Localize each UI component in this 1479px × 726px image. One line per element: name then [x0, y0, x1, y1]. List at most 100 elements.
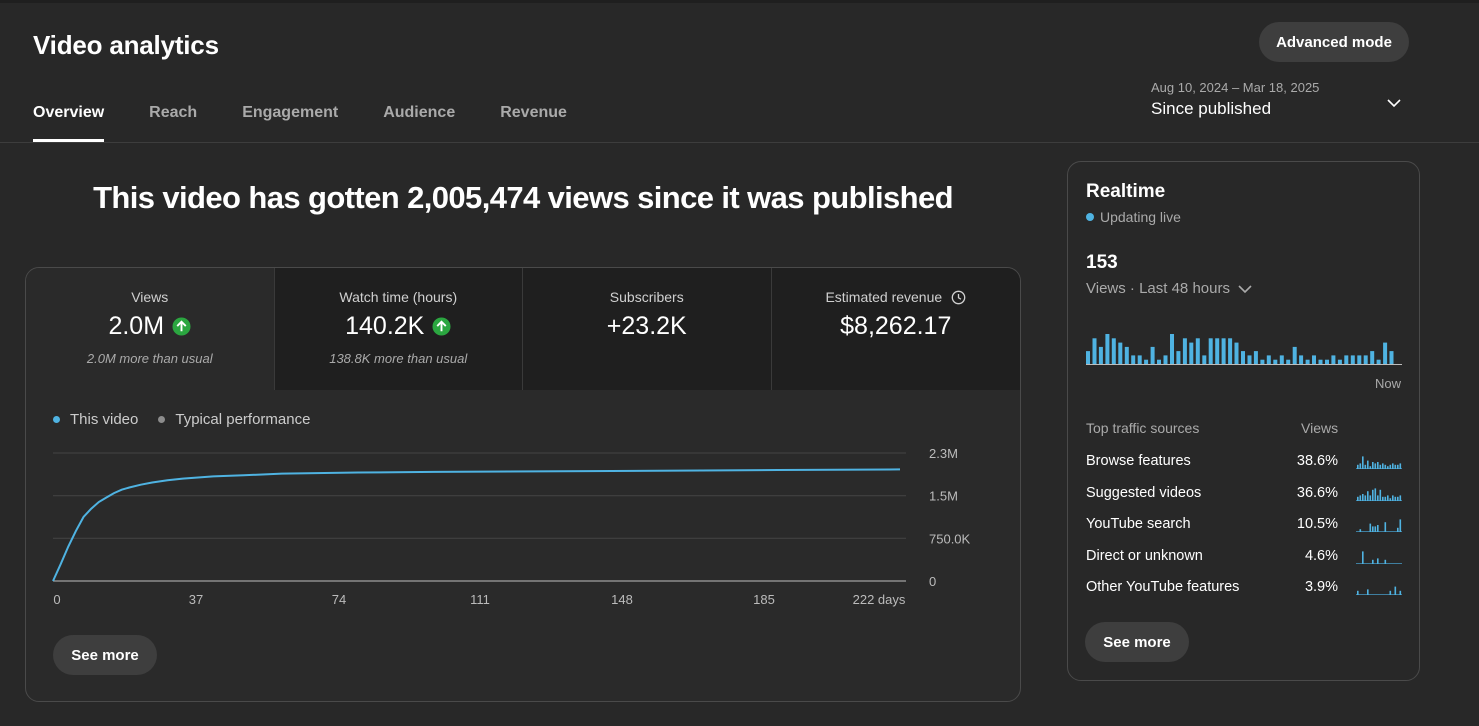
realtime-bar	[1266, 355, 1271, 364]
sparkline-bar	[1389, 464, 1392, 469]
tab-overview[interactable]: Overview	[33, 104, 105, 142]
x-tick-label: 0	[53, 592, 60, 607]
sparkline-bar	[1372, 489, 1374, 501]
realtime-bar	[1253, 351, 1258, 364]
traffic-source-row[interactable]: YouTube search 10.5%	[1086, 516, 1404, 536]
traffic-source-percent: 4.6%	[1304, 548, 1338, 564]
realtime-view-count: 153	[1086, 252, 1118, 273]
realtime-bar	[1092, 338, 1097, 364]
realtime-bar	[1221, 338, 1226, 364]
traffic-source-row[interactable]: Suggested videos 36.6%	[1086, 485, 1404, 505]
x-tick-label: 74	[332, 592, 346, 607]
realtime-bar	[1176, 351, 1181, 364]
see-more-button[interactable]: See more	[53, 635, 157, 675]
metric-subscribers[interactable]: Subscribers +23.2K	[523, 268, 772, 390]
realtime-bar	[1357, 355, 1362, 364]
traffic-source-sparkline	[1356, 551, 1402, 564]
sparkline-bar	[1389, 590, 1392, 595]
tab-reach[interactable]: Reach	[149, 104, 198, 121]
realtime-bar	[1389, 351, 1394, 364]
clock-icon	[951, 290, 966, 305]
sparkline-bar	[1382, 463, 1384, 469]
sparkline-bar	[1387, 466, 1389, 469]
traffic-source-sparkline	[1356, 519, 1402, 532]
tab-engagement[interactable]: Engagement	[242, 104, 339, 121]
realtime-bar	[1247, 355, 1252, 364]
realtime-bar	[1098, 346, 1103, 364]
metric-views[interactable]: Views 2.0M 2.0M more than usual	[26, 268, 275, 390]
realtime-bar	[1131, 355, 1136, 364]
traffic-sources-header: Top traffic sources Views	[1086, 420, 1402, 436]
realtime-bar	[1292, 346, 1297, 364]
sparkline-bar	[1357, 496, 1359, 501]
realtime-bar	[1189, 342, 1194, 364]
sparkline-bar	[1382, 496, 1384, 501]
metric-watch-time[interactable]: Watch time (hours) 140.2K 138.8K more th…	[274, 268, 523, 390]
sparkline-bar	[1362, 456, 1364, 469]
traffic-source-sparkline	[1356, 488, 1402, 501]
realtime-bar	[1241, 351, 1245, 364]
sparkline-bar	[1364, 495, 1367, 501]
traffic-source-row[interactable]: Browse features 38.6%	[1086, 453, 1404, 473]
sparkline-bar	[1369, 495, 1372, 501]
y-tick-label: 2.3M	[929, 446, 958, 461]
realtime-bar-chart	[1086, 334, 1402, 365]
tab-revenue[interactable]: Revenue	[500, 104, 567, 121]
date-range-label: Since published	[1151, 99, 1272, 118]
metric-revenue[interactable]: Estimated revenue $8,262.17	[771, 268, 1020, 390]
realtime-status: Updating live	[1086, 209, 1181, 225]
page-title: Video analytics	[33, 30, 219, 60]
metric-tabs: Views 2.0M 2.0M more than usual Watch ti…	[26, 268, 1020, 390]
advanced-mode-button[interactable]: Advanced mode	[1259, 22, 1409, 62]
sparkline-bar	[1397, 527, 1399, 532]
traffic-source-percent: 3.9%	[1304, 579, 1338, 595]
realtime-bar	[1202, 355, 1207, 364]
realtime-bar	[1337, 359, 1342, 364]
window-top-edge	[0, 0, 1479, 3]
metric-label: Watch time (hours)	[339, 289, 458, 305]
sparkline-bar	[1367, 589, 1369, 595]
traffic-source-percent: 36.6%	[1296, 485, 1338, 501]
realtime-bar	[1228, 338, 1233, 364]
sparkline-bar	[1394, 496, 1397, 501]
x-tick-label: 222 days	[853, 592, 906, 607]
tab-audience[interactable]: Audience	[383, 104, 456, 121]
sparkline-bar	[1359, 495, 1362, 501]
realtime-bar	[1331, 355, 1336, 364]
legend-dot	[53, 416, 60, 423]
realtime-bar	[1234, 342, 1239, 364]
realtime-status-label: Updating live	[1100, 209, 1181, 225]
realtime-bar	[1363, 355, 1368, 364]
realtime-bar	[1118, 342, 1123, 364]
traffic-source-row[interactable]: Other YouTube features 3.9%	[1086, 579, 1404, 599]
header-divider	[0, 142, 1479, 143]
sparkline-bar	[1359, 463, 1362, 469]
realtime-bar	[1383, 342, 1388, 364]
traffic-source-name: Direct or unknown	[1086, 548, 1203, 564]
sparkline-bar	[1379, 489, 1382, 501]
traffic-source-name: Suggested videos	[1086, 485, 1202, 501]
traffic-source-row[interactable]: Direct or unknown 4.6%	[1086, 548, 1404, 568]
sparkline-bar	[1372, 559, 1374, 564]
realtime-bar	[1312, 355, 1316, 364]
x-tick-label: 148	[611, 592, 633, 607]
metric-note: 138.8K more than usual	[329, 351, 468, 366]
sparkline-bar	[1399, 463, 1402, 469]
live-dot	[1086, 213, 1094, 221]
traffic-source-percent: 10.5%	[1296, 516, 1338, 532]
realtime-period-selector[interactable]: Views · Last 48 hours	[1086, 280, 1252, 297]
realtime-bar	[1305, 359, 1310, 364]
realtime-bar	[1273, 359, 1278, 364]
traffic-source-name: YouTube search	[1086, 516, 1191, 532]
sparkline-bar	[1399, 590, 1402, 595]
sparkline-bar	[1357, 464, 1359, 469]
realtime-see-more-button[interactable]: See more	[1085, 622, 1189, 662]
sparkline-bar	[1377, 495, 1379, 501]
x-tick-label: 185	[753, 592, 775, 607]
realtime-bar	[1286, 359, 1291, 364]
traffic-source-name: Browse features	[1086, 453, 1191, 469]
date-range-selector[interactable]: Aug 10, 2024 – Mar 18, 2025 Since publis…	[1151, 80, 1411, 128]
metric-label: Subscribers	[609, 289, 684, 305]
traffic-source-percent: 38.6%	[1296, 453, 1338, 469]
realtime-bar	[1157, 359, 1161, 364]
